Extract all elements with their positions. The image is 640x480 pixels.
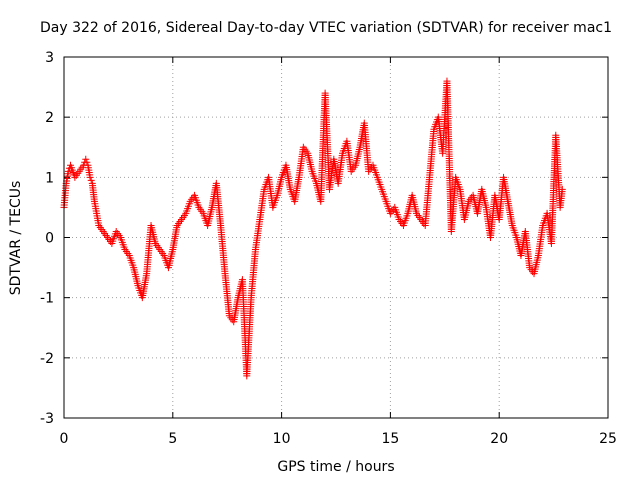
x-tick-label: 5 xyxy=(168,431,177,447)
x-tick-label: 25 xyxy=(599,431,617,447)
y-axis-label: SDTVAR / TECUs xyxy=(8,181,24,296)
y-tick-label: -2 xyxy=(40,351,54,367)
plot-frame xyxy=(63,56,609,419)
y-tick-label: -3 xyxy=(40,411,54,427)
data-point xyxy=(83,158,91,166)
y-tick-label: 2 xyxy=(45,110,54,126)
y-tick-label: 0 xyxy=(45,231,54,247)
data-point xyxy=(558,185,566,193)
series-mac1 xyxy=(60,77,566,380)
x-axis-label: GPS time / hours xyxy=(277,459,394,475)
x-tick-label: 20 xyxy=(490,431,508,447)
grid-lines xyxy=(64,57,608,418)
data-point xyxy=(64,167,72,175)
data-point xyxy=(87,176,95,184)
x-tick-label: 10 xyxy=(273,431,291,447)
y-tick-label: -1 xyxy=(40,291,54,307)
data-point xyxy=(82,155,90,163)
x-tick-label: 15 xyxy=(381,431,399,447)
x-tick-label: 0 xyxy=(60,431,69,447)
y-tick-label: 3 xyxy=(45,50,54,66)
chart-title: Day 322 of 2016, Sidereal Day-to-day VTE… xyxy=(40,20,612,36)
tick-labels: 0 5 10 15 20 25 -3 -2 -1 0 1 2 3 xyxy=(40,50,617,447)
y-tick-label: 1 xyxy=(45,170,54,186)
data-point xyxy=(86,173,94,181)
